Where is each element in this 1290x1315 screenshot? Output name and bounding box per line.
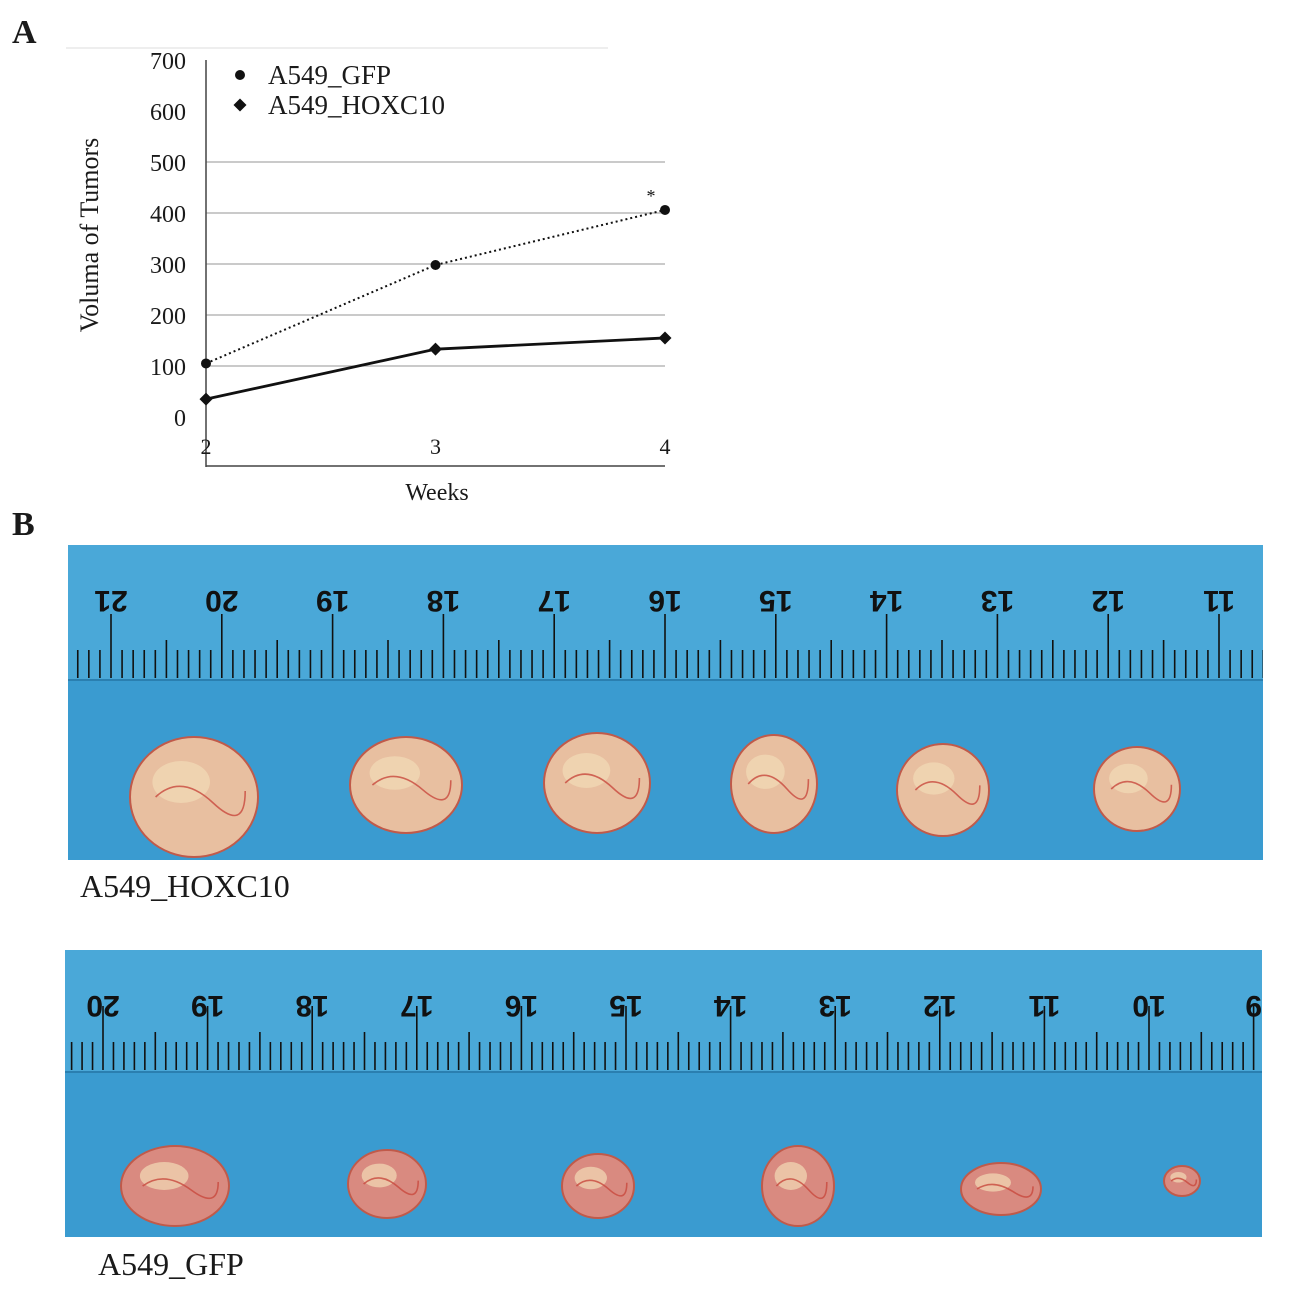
ruler-number: 16 — [505, 989, 538, 1022]
tumor-highlight — [1109, 763, 1148, 794]
tumor-vessel — [775, 1178, 828, 1200]
y-tick-label: 400 — [150, 202, 186, 228]
chart-series: * — [199, 186, 672, 406]
y-axis-label: Voluma of Tumors — [75, 138, 104, 333]
tumor-highlight — [562, 753, 611, 788]
x-tick-label: 3 — [430, 434, 441, 459]
tumor-highlight — [139, 1162, 189, 1190]
ruler-number: 11 — [1029, 989, 1061, 1022]
tumor-vessel — [363, 1177, 419, 1196]
ruler-number: 13 — [981, 584, 1014, 617]
y-tick-label: 100 — [150, 355, 186, 381]
ruler-number: 15 — [609, 989, 642, 1022]
ruler-number: 18 — [296, 989, 329, 1022]
legend-label-a549_gfp: A549_GFP — [268, 60, 391, 90]
legend-label-a549_hoxc10: A549_HOXC10 — [268, 90, 445, 120]
tumor-vessel — [1170, 1177, 1198, 1187]
tumor-vessel — [1110, 780, 1173, 803]
chart-gridlines — [206, 161, 665, 367]
line-chart: 0 100 200 300 400 500 600 700 2 3 4 * A549_GFPA549… — [66, 47, 672, 506]
tumor-highlight — [774, 1162, 807, 1190]
data-point-a549_hoxc10 — [429, 342, 442, 356]
data-point-a549_gfp — [430, 260, 441, 271]
data-point-a549_hoxc10 — [658, 331, 672, 345]
legend-marker-a549_hoxc10 — [233, 98, 247, 112]
ruler-number: 19 — [316, 584, 349, 617]
x-tick-label: 2 — [201, 434, 212, 459]
ruler-number: 13 — [819, 989, 852, 1022]
tumor-vessel — [155, 785, 246, 817]
legend-marker-a549_gfp — [235, 70, 245, 80]
ruler-number: 12 — [923, 989, 956, 1022]
y-tick-label: 700 — [150, 49, 186, 75]
chart-axes: 0 100 200 300 400 500 600 700 2 3 4 — [66, 47, 671, 467]
ruler-number: 14 — [714, 989, 748, 1022]
tumor-vessel — [575, 1179, 628, 1197]
ruler-number: 16 — [648, 584, 681, 617]
tumor-highlight — [152, 761, 210, 803]
data-point-a549_gfp — [660, 204, 670, 215]
tumor-vessel — [976, 1183, 1034, 1198]
ruler-body — [65, 950, 1262, 1072]
ruler-number: 10 — [1132, 989, 1165, 1022]
tumor-highlight — [746, 754, 785, 789]
tumor-highlight — [574, 1166, 607, 1190]
panel-label-b: B — [12, 506, 35, 543]
x-tick-label: 4 — [660, 434, 671, 459]
x-axis-label: Weeks — [405, 480, 468, 506]
tumor-vessel — [914, 781, 981, 805]
tumor-vessel — [371, 775, 452, 801]
ruler-number: 12 — [1092, 584, 1125, 617]
tumor-highlight — [975, 1173, 1011, 1192]
y-tick-label: 500 — [150, 151, 186, 177]
ruler-number: 15 — [759, 584, 792, 617]
ruler-number: 17 — [400, 989, 433, 1022]
ruler-number: 20 — [86, 989, 119, 1022]
data-point-a549_hoxc10 — [199, 392, 213, 406]
ruler-number: 18 — [427, 584, 460, 617]
tumor-vessel — [747, 774, 810, 800]
tumor-highlight — [913, 762, 955, 795]
tumor-photo-hoxc10: 21 20 19 18 17 16 15 14 13 12 11 — [68, 545, 1263, 860]
ruler-number: 11 — [1203, 584, 1235, 617]
tumor-vessel — [564, 773, 641, 800]
ruler-number: 14 — [870, 584, 904, 617]
photo-caption-hoxc10: A549_HOXC10 — [80, 868, 290, 904]
ruler-number: 20 — [205, 584, 238, 617]
tumor-highlight — [369, 756, 420, 790]
tumor-highlight — [361, 1163, 397, 1188]
ruler-number: 21 — [94, 584, 127, 617]
panel-label-a: A — [12, 14, 37, 51]
ruler-number: 19 — [191, 989, 224, 1022]
significance-marker: * — [647, 186, 656, 206]
ruler-number: 9 — [1245, 989, 1262, 1022]
y-tick-label: 600 — [150, 100, 186, 126]
y-tick-label: 0 — [174, 406, 186, 432]
tumor-photo-gfp: 20 19 18 17 16 15 14 13 12 11 10 9 — [65, 950, 1262, 1237]
tumor-vessel — [142, 1178, 219, 1200]
ruler-number: 17 — [538, 584, 571, 617]
y-tick-label: 300 — [150, 253, 186, 279]
series-line-a549_gfp — [205, 208, 666, 365]
y-tick-label: 200 — [150, 304, 186, 330]
photo-caption-gfp: A549_GFP — [98, 1246, 244, 1282]
data-point-a549_gfp — [201, 358, 211, 369]
